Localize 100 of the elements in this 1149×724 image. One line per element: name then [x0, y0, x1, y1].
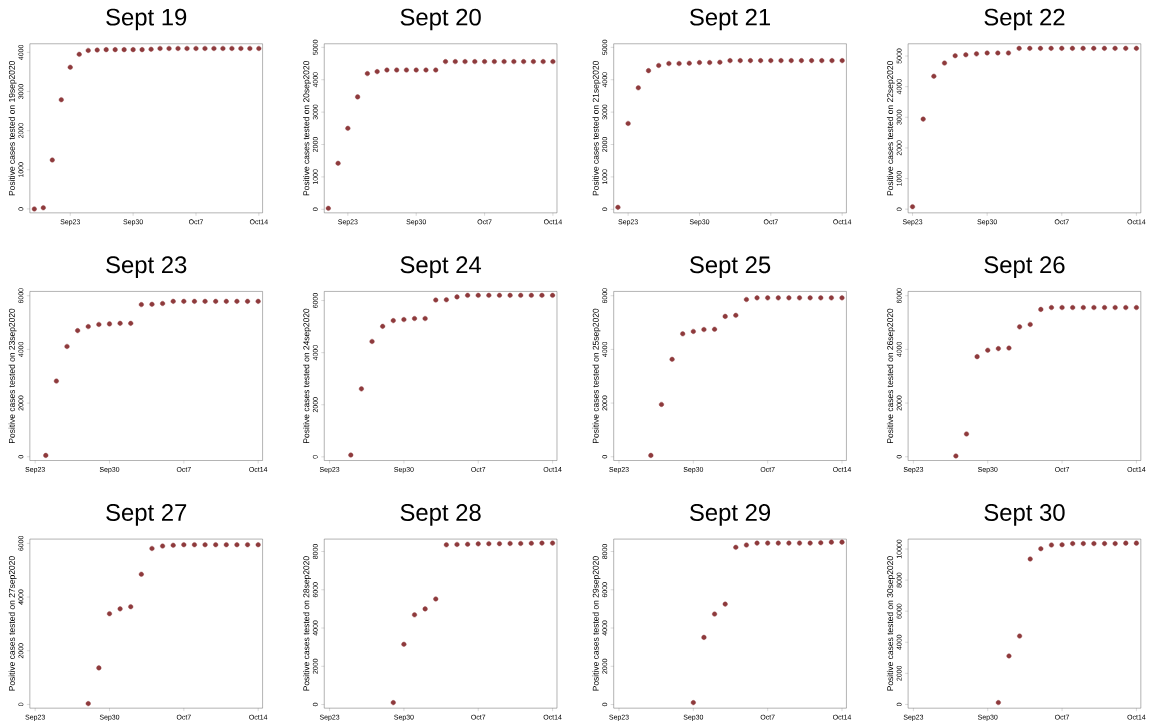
point	[139, 47, 145, 52]
point	[107, 321, 112, 327]
point	[797, 540, 803, 546]
point	[952, 53, 958, 59]
point	[390, 699, 396, 705]
point	[839, 295, 845, 301]
point	[422, 315, 428, 321]
y-axis-title: Positive cases tested on 20sep2020	[303, 60, 311, 196]
point	[128, 320, 134, 326]
y-axis-title: Positive cases tested on 23sep2020	[8, 308, 17, 443]
point	[648, 452, 654, 458]
y-axis-title: Positive cases tested on 21sep2020	[592, 60, 601, 196]
point	[149, 301, 155, 307]
point	[202, 298, 208, 304]
point	[635, 85, 641, 91]
point	[184, 45, 190, 51]
point	[747, 57, 753, 63]
point	[103, 47, 109, 52]
point	[539, 540, 545, 546]
point	[117, 320, 123, 326]
point	[974, 51, 979, 57]
point	[1059, 542, 1065, 548]
point	[465, 541, 471, 547]
point	[390, 317, 396, 323]
point	[1006, 653, 1012, 659]
point	[369, 338, 375, 344]
point	[666, 60, 672, 66]
point	[1048, 45, 1054, 51]
point	[64, 343, 70, 349]
point	[181, 298, 187, 304]
point	[138, 301, 144, 307]
point	[148, 46, 154, 52]
point	[160, 543, 166, 549]
point	[807, 540, 813, 546]
point	[1101, 45, 1107, 51]
point	[953, 453, 959, 459]
point	[335, 160, 341, 166]
point	[85, 323, 91, 329]
point	[920, 116, 926, 122]
point	[202, 542, 208, 548]
point	[1112, 540, 1118, 546]
point	[247, 45, 253, 51]
point	[712, 326, 718, 332]
point	[995, 699, 1001, 705]
point	[117, 606, 123, 612]
point	[482, 58, 488, 64]
point	[1070, 304, 1076, 310]
point	[1027, 321, 1033, 327]
point	[96, 321, 102, 327]
point	[401, 316, 407, 322]
point	[1038, 306, 1044, 312]
point	[995, 50, 1001, 56]
point	[1112, 304, 1118, 310]
point	[974, 354, 980, 359]
point	[656, 62, 662, 68]
y-axis-title: Positive cases tested on 24sep2020	[303, 308, 311, 443]
point	[758, 57, 764, 63]
point	[348, 452, 354, 458]
point	[475, 541, 481, 547]
point	[828, 539, 834, 545]
point	[394, 67, 400, 73]
point	[1016, 45, 1022, 51]
point	[768, 57, 774, 63]
point	[380, 323, 386, 329]
point	[550, 292, 556, 298]
point	[839, 539, 845, 545]
point	[788, 57, 794, 63]
point	[778, 57, 784, 63]
chart-title: Sept 22	[984, 8, 1065, 31]
point	[112, 47, 118, 52]
point	[707, 59, 713, 65]
point	[733, 544, 739, 550]
point	[754, 540, 760, 546]
point	[345, 125, 351, 131]
point	[128, 604, 134, 610]
point	[1133, 540, 1139, 546]
point	[213, 542, 219, 548]
point	[85, 47, 91, 53]
point	[31, 206, 37, 212]
point	[818, 540, 824, 546]
point	[615, 204, 621, 210]
point	[712, 611, 718, 617]
y-axis-title: Positive cases tested on 28sep2020	[303, 556, 311, 691]
point	[669, 356, 675, 362]
point	[454, 294, 460, 300]
point	[737, 57, 743, 63]
point	[717, 59, 723, 65]
point	[220, 45, 226, 51]
point	[238, 45, 244, 51]
point	[1123, 45, 1129, 51]
point	[166, 45, 172, 51]
point	[355, 94, 361, 100]
point	[507, 292, 513, 298]
point	[245, 298, 251, 304]
point	[910, 204, 916, 210]
point	[1102, 540, 1108, 546]
point	[528, 540, 534, 546]
point	[364, 70, 370, 76]
point	[550, 540, 556, 546]
point	[754, 295, 760, 301]
